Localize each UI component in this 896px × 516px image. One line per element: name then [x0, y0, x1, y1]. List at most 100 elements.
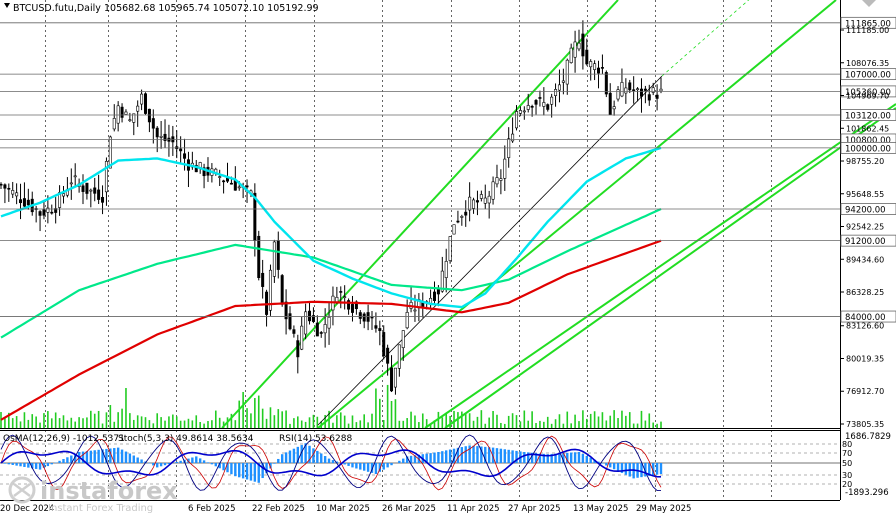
osma-bar	[300, 445, 303, 463]
indicator-legend: OsMA(12,26,9) -1012.5371 Stoch(5,3,3) 49…	[3, 434, 352, 444]
volume-bar	[86, 417, 88, 428]
osma-bar	[234, 463, 237, 477]
osma-bar	[648, 463, 651, 476]
volume-bar	[543, 421, 545, 428]
candle-body	[73, 175, 77, 178]
candle-body	[81, 185, 85, 192]
osma-bar	[230, 463, 233, 475]
osma-bar	[347, 463, 350, 466]
osma-bar	[152, 463, 155, 466]
candle-body	[128, 119, 132, 122]
osma-bar	[491, 447, 495, 463]
volume-bar	[453, 410, 455, 428]
volume-bar	[539, 420, 541, 428]
candle-body	[276, 240, 280, 270]
candle-body	[554, 89, 558, 96]
candle-body	[405, 312, 409, 329]
candle-body	[444, 261, 448, 278]
candle-body	[261, 272, 265, 287]
volume-bar	[58, 418, 61, 428]
osma-bar	[31, 463, 34, 469]
price-tick-label: 95648.55	[846, 190, 884, 199]
candle-body	[268, 269, 272, 311]
osma-bar	[413, 455, 417, 463]
indicator-panel	[0, 434, 840, 492]
candle-body	[140, 93, 144, 105]
level-label: 94200.00	[845, 206, 886, 216]
volume-bar	[246, 408, 248, 428]
osma-bar	[511, 450, 514, 463]
level-label: 103120.00	[845, 112, 891, 122]
level-tag	[840, 310, 896, 323]
volume-bar	[554, 419, 557, 428]
osma-bar	[27, 463, 30, 468]
candle-body	[85, 182, 89, 194]
osma-bar	[11, 463, 14, 465]
candle-body	[69, 182, 73, 185]
osma-bar	[175, 461, 178, 463]
scroll-marker-icon[interactable]	[862, 0, 876, 7]
candle-body	[542, 102, 546, 107]
volume-bar	[562, 423, 565, 428]
osma-bar	[93, 450, 96, 463]
channel-line	[317, 0, 837, 429]
candle-body	[628, 82, 632, 91]
candle-body	[468, 196, 472, 211]
trend-line	[317, 75, 663, 426]
instaforex-logo: instaforex Instant Forex Trading	[8, 476, 178, 514]
dropdown-triangle-icon[interactable]	[4, 3, 10, 8]
candle-body	[452, 224, 456, 235]
candle-body	[483, 197, 487, 204]
candle-body	[491, 181, 495, 200]
osma-bar	[42, 463, 46, 468]
date-label: 20 Dec 2024	[0, 504, 54, 514]
osma-bar	[534, 453, 538, 463]
volume-bar	[332, 422, 334, 428]
candle-body	[518, 110, 522, 114]
volume-bar	[414, 415, 416, 428]
candle-body	[515, 111, 519, 129]
osma-bar	[640, 463, 643, 478]
volume-bar	[472, 420, 475, 428]
volume-bar	[293, 418, 295, 428]
volume-bar	[11, 418, 14, 428]
candle-body	[222, 180, 226, 183]
osma-bar	[124, 451, 128, 463]
osma-bar	[261, 463, 264, 479]
candle-body	[499, 178, 503, 181]
volume-bar	[582, 410, 584, 428]
indicator-level-label: 20	[842, 480, 852, 489]
date-label: 22 Feb 2025	[252, 504, 305, 514]
osma-bar	[179, 460, 182, 463]
osma-bar	[620, 463, 624, 473]
candle-body	[343, 296, 347, 298]
level-tag	[840, 234, 896, 247]
candle-body	[546, 104, 550, 110]
osma-bar	[445, 450, 448, 463]
osma-bar	[113, 448, 116, 463]
indicator-scale-top: 1686.7829	[845, 432, 891, 442]
osma-bar	[109, 448, 112, 463]
candle-body	[218, 176, 222, 178]
volume-bar	[238, 400, 241, 428]
candle-body	[472, 199, 476, 209]
osma-bar	[265, 463, 268, 474]
osma-bar	[550, 453, 553, 463]
volume-bar	[558, 414, 561, 428]
osma-bar	[503, 449, 506, 463]
volume-bar	[507, 415, 510, 428]
volume-bar	[70, 417, 73, 428]
osma-bar	[214, 463, 217, 467]
candle-body	[589, 61, 593, 68]
osma-bar	[386, 463, 389, 468]
candle-body	[612, 106, 616, 110]
osma-bar	[452, 448, 456, 463]
candle-body	[311, 315, 315, 322]
volume-bar	[195, 415, 198, 428]
candle-body	[292, 329, 296, 334]
osma-bar	[480, 446, 483, 463]
volume-bar	[546, 416, 549, 428]
osma-bar	[355, 463, 358, 469]
volume-bar	[82, 418, 84, 428]
